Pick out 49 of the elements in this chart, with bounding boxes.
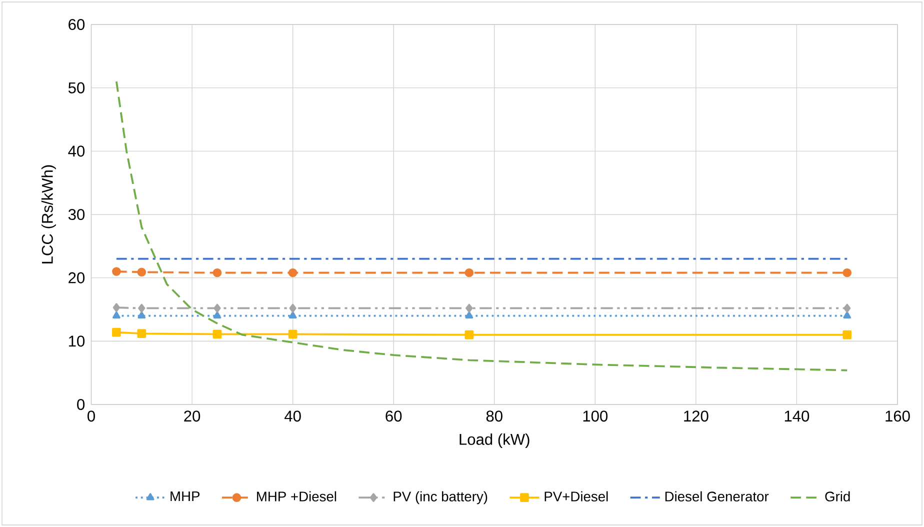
point: [214, 304, 221, 313]
y-tick-label: 20: [68, 272, 85, 284]
legend-label: PV+Diesel: [544, 491, 608, 502]
point: [466, 304, 473, 313]
y-tick-label: 40: [68, 146, 85, 157]
point: [464, 330, 474, 340]
x-tick-label: 140: [784, 410, 810, 422]
point: [112, 267, 121, 276]
point: [288, 330, 298, 339]
y-tick-label: 10: [69, 336, 85, 347]
point: [137, 268, 146, 277]
point: [464, 268, 474, 278]
point: [138, 304, 146, 313]
point: [288, 311, 297, 319]
point: [288, 268, 298, 278]
point: [465, 311, 474, 319]
y-tick-label: 0: [77, 398, 85, 410]
point: [137, 329, 146, 338]
point: [112, 311, 120, 319]
legend-label: MHP: [170, 492, 200, 502]
x-tick-label: 60: [386, 410, 402, 422]
x-tick-label: 40: [284, 410, 301, 422]
point: [112, 303, 120, 312]
point: [112, 328, 121, 337]
x-tick-label: 0: [88, 410, 95, 422]
y-tick-label: 60: [68, 18, 85, 30]
legend-label: PV (inc battery): [394, 491, 488, 504]
point: [844, 304, 851, 313]
point: [213, 311, 222, 319]
x-axis-title: Load (kW): [460, 433, 530, 448]
legend-label: Grid: [825, 491, 850, 502]
point: [138, 311, 146, 319]
x-tick-label: 160: [886, 410, 910, 422]
x-tick-label: 20: [184, 410, 200, 422]
point: [842, 330, 852, 340]
point: [842, 268, 852, 278]
y-axis-title: LCC (Rs/kWh): [41, 165, 56, 264]
x-tick-label: 100: [583, 410, 608, 422]
y-tick-label: 50: [68, 82, 85, 94]
x-tick-label: 120: [684, 410, 708, 422]
x-tick-label: 80: [486, 410, 502, 422]
legend-label: MHP +Diesel: [257, 491, 336, 502]
point: [289, 304, 296, 313]
point: [843, 311, 852, 319]
legend-label: Diesel Generator: [665, 491, 769, 502]
y-tick-label: 30: [68, 208, 85, 220]
point: [212, 268, 222, 278]
point: [212, 330, 222, 339]
line-series: [115, 80, 848, 372]
